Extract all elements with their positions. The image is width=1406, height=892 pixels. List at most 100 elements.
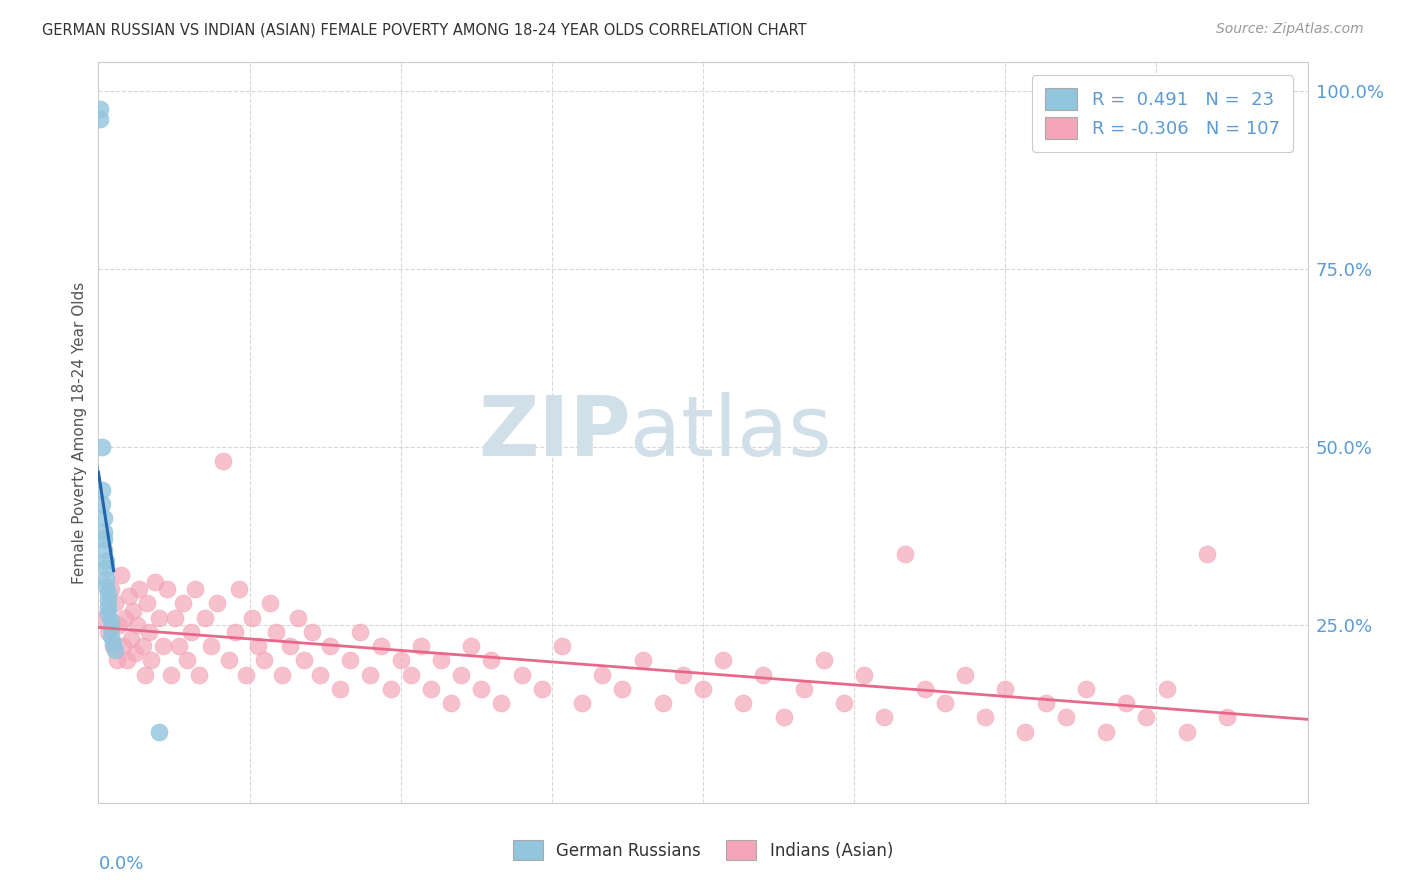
Point	[97, 607, 120, 622]
Point	[711, 653, 734, 667]
Point	[450, 667, 472, 681]
Point	[772, 710, 794, 724]
Point	[292, 653, 315, 667]
Point	[212, 454, 235, 468]
Point	[101, 639, 124, 653]
Point	[97, 593, 120, 607]
Point	[111, 639, 134, 653]
Point	[420, 681, 443, 696]
Point	[309, 667, 332, 681]
Point	[93, 525, 115, 540]
Point	[399, 667, 422, 681]
Point	[115, 653, 138, 667]
Point	[224, 624, 246, 639]
Point	[120, 632, 142, 646]
Point	[200, 639, 222, 653]
Point	[349, 624, 371, 639]
Point	[853, 667, 876, 681]
Point	[240, 610, 263, 624]
Point	[651, 696, 673, 710]
Point	[1054, 710, 1077, 724]
Text: atlas: atlas	[630, 392, 832, 473]
Point	[287, 610, 309, 624]
Point	[893, 547, 915, 561]
Point	[235, 667, 257, 681]
Point	[207, 597, 229, 611]
Point	[180, 624, 202, 639]
Point	[934, 696, 956, 710]
Point	[93, 610, 115, 624]
Point	[1035, 696, 1057, 710]
Point	[110, 568, 132, 582]
Point	[93, 543, 115, 558]
Point	[96, 561, 118, 575]
Point	[339, 653, 361, 667]
Point	[184, 582, 207, 597]
Point	[612, 681, 634, 696]
Point	[591, 667, 613, 681]
Point	[481, 653, 503, 667]
Point	[440, 696, 463, 710]
Point	[128, 582, 150, 597]
Point	[430, 653, 453, 667]
Point	[470, 681, 492, 696]
Point	[974, 710, 997, 724]
Point	[380, 681, 402, 696]
Point	[1156, 681, 1178, 696]
Point	[89, 102, 111, 116]
Text: GERMAN RUSSIAN VS INDIAN (ASIAN) FEMALE POVERTY AMONG 18-24 YEAR OLDS CORRELATIO: GERMAN RUSSIAN VS INDIAN (ASIAN) FEMALE …	[42, 22, 807, 37]
Point	[733, 696, 755, 710]
Point	[107, 617, 129, 632]
Point	[118, 590, 141, 604]
Point	[994, 681, 1017, 696]
Text: 0.0%: 0.0%	[98, 855, 143, 872]
Point	[571, 696, 593, 710]
Point	[360, 667, 382, 681]
Point	[631, 653, 654, 667]
Point	[793, 681, 815, 696]
Point	[1195, 547, 1218, 561]
Point	[510, 667, 533, 681]
Point	[1095, 724, 1118, 739]
Point	[96, 572, 118, 586]
Point	[491, 696, 513, 710]
Y-axis label: Female Poverty Among 18-24 Year Olds: Female Poverty Among 18-24 Year Olds	[72, 282, 87, 583]
Point	[1216, 710, 1239, 724]
Point	[100, 582, 122, 597]
Point	[460, 639, 482, 653]
Point	[873, 710, 896, 724]
Point	[188, 667, 211, 681]
Point	[97, 586, 120, 600]
Point	[125, 617, 148, 632]
Point	[246, 639, 269, 653]
Point	[259, 597, 281, 611]
Legend: German Russians, Indians (Asian): German Russians, Indians (Asian)	[505, 831, 901, 869]
Point	[1115, 696, 1137, 710]
Point	[953, 667, 976, 681]
Point	[148, 610, 170, 624]
Point	[93, 533, 115, 547]
Text: ZIP: ZIP	[478, 392, 630, 473]
Point	[264, 624, 287, 639]
Point	[752, 667, 775, 681]
Point	[319, 639, 342, 653]
Point	[370, 639, 392, 653]
Point	[914, 681, 936, 696]
Point	[163, 610, 186, 624]
Point	[301, 624, 323, 639]
Point	[100, 628, 122, 642]
Point	[114, 610, 136, 624]
Point	[813, 653, 835, 667]
Point	[138, 624, 160, 639]
Point	[93, 511, 115, 525]
Point	[100, 621, 122, 635]
Point	[96, 554, 118, 568]
Point	[103, 642, 125, 657]
Point	[551, 639, 574, 653]
Point	[91, 497, 114, 511]
Point	[91, 483, 114, 497]
Point	[148, 724, 170, 739]
Point	[228, 582, 250, 597]
Point	[100, 614, 122, 628]
Point	[218, 653, 240, 667]
